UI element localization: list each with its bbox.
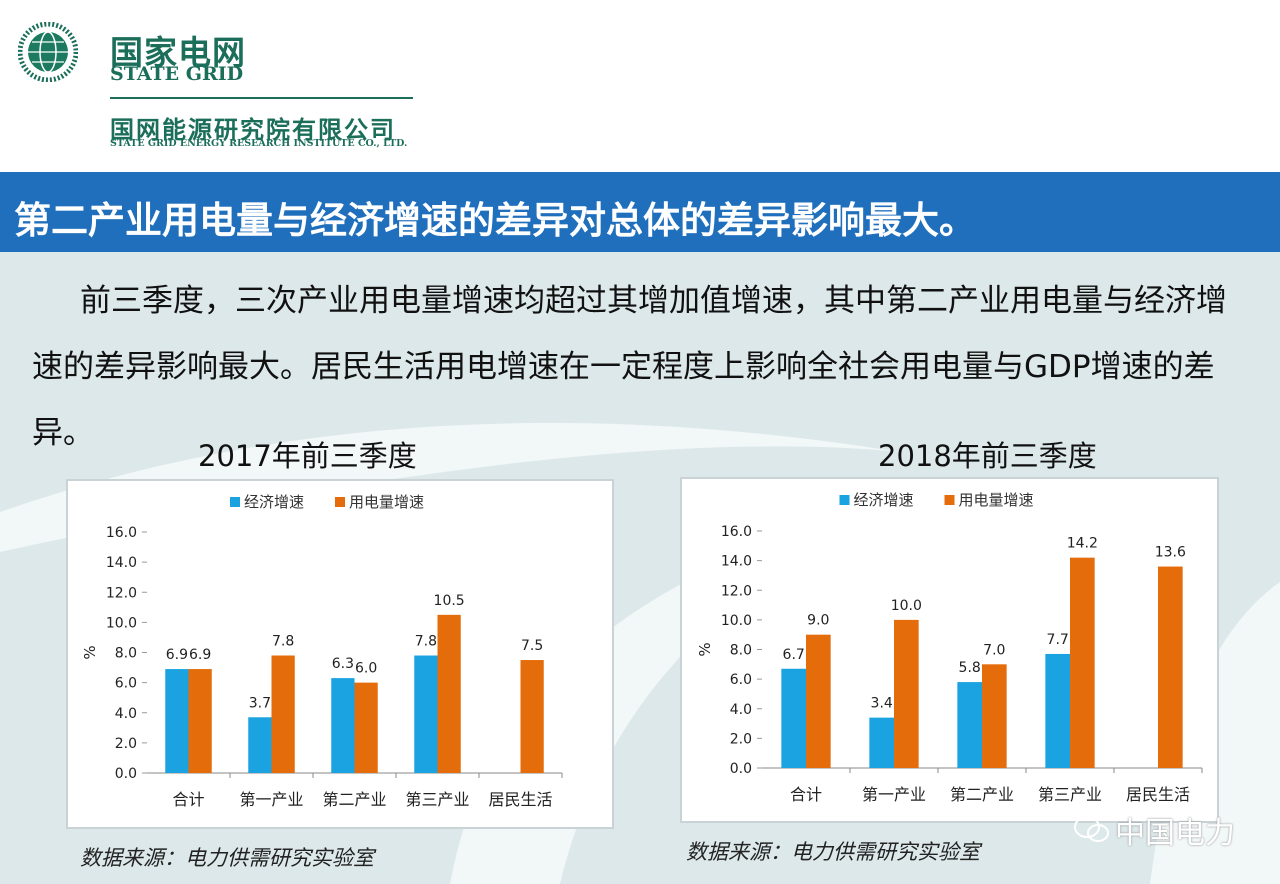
bar-electricity: [520, 660, 544, 773]
legend-label-0: 经济增速: [244, 493, 304, 511]
bar-economy: [957, 682, 982, 768]
data-label: 9.0: [807, 613, 829, 629]
legend-label-1: 用电量增速: [959, 491, 1034, 509]
data-label: 7.8: [272, 634, 294, 650]
legend-swatch-0: [230, 497, 240, 507]
title-bar: 第二产业用电量与经济增速的差异对总体的差异影响最大。: [0, 172, 1280, 252]
bar-electricity: [1070, 557, 1095, 768]
y-tick-label: 0.0: [115, 766, 137, 782]
x-tick-label: 第三产业: [405, 790, 469, 809]
chart-2017: 经济增速 用电量增速 0.0 2.0 4.0 6.0 8.0 10.0 12.0 14.0 16.0…: [66, 479, 614, 829]
header: 国家电网 STATE GRID 国网能源研究院有限公司 STATE GRID E…: [0, 0, 1280, 172]
bar-electricity: [982, 664, 1007, 768]
y-tick-label: 10.0: [721, 613, 752, 629]
data-label: 6.9: [189, 647, 211, 663]
y-tick-label: 8.0: [115, 646, 137, 662]
bar-electricity: [437, 614, 461, 773]
wechat-icon: [1074, 816, 1109, 842]
data-label: 7.5: [521, 638, 543, 654]
data-label: 14.2: [1067, 536, 1098, 552]
watermark: 中国电力: [1115, 816, 1235, 851]
chart-title-2017: 2017年前三季度: [198, 439, 417, 473]
data-label: 13.6: [1155, 545, 1186, 561]
bar-economy: [1045, 653, 1070, 768]
legend-swatch-1: [335, 497, 345, 507]
data-label: 6.3: [332, 656, 354, 672]
data-label: 7.7: [1047, 632, 1069, 648]
chart-svg: 经济增速 用电量增速 0.0 2.0 4.0 6.0 8.0 10.0 12.0 14.0 16.0…: [696, 491, 1203, 804]
body-paragraph: 前三季度，三次产业用电量增速均超过其增加值增速，其中第二产业用电量与经济增速的差…: [32, 283, 1227, 451]
y-tick-label: 4.0: [730, 702, 752, 718]
data-label: 3.7: [249, 695, 271, 711]
y-tick-label: 14.0: [106, 555, 137, 571]
chart-svg: 经济增速 用电量增速 0.0 2.0 4.0 6.0 8.0 10.0 12.0 14.0 16.0…: [81, 493, 563, 809]
y-tick-label: 4.0: [115, 706, 137, 722]
chart-2018: 经济增速 用电量增速 0.0 2.0 4.0 6.0 8.0 10.0 12.0 14.0 16.0…: [680, 477, 1219, 823]
y-tick-label: 16.0: [721, 524, 752, 540]
x-tick-label: 居民生活: [1126, 785, 1190, 804]
divider: [110, 97, 413, 99]
state-grid-logo-icon: [18, 22, 78, 82]
data-label: 6.0: [355, 661, 377, 677]
y-tick-label: 14.0: [721, 554, 752, 570]
y-axis-label: %: [696, 642, 714, 656]
x-tick-label: 第二产业: [322, 790, 386, 809]
data-label: 6.9: [166, 647, 188, 663]
logo-text-cn: 国家电网: [110, 33, 246, 72]
y-tick-label: 2.0: [115, 736, 137, 752]
x-tick-label: 第一产业: [862, 785, 926, 804]
bar-economy: [869, 717, 894, 768]
bar-economy: [165, 669, 189, 773]
legend-swatch-0: [839, 495, 850, 505]
bar-electricity: [1158, 566, 1183, 768]
bar-electricity: [271, 655, 295, 773]
bar-economy: [414, 655, 438, 773]
source-note-2017: 数据来源：电力供需研究实验室: [80, 846, 374, 870]
data-label: 10.0: [891, 598, 922, 614]
y-tick-label: 10.0: [106, 615, 137, 631]
data-label: 3.4: [871, 696, 893, 712]
y-tick-label: 12.0: [106, 585, 137, 601]
data-label: 6.7: [783, 647, 805, 663]
x-tick-label: 居民生活: [488, 790, 552, 809]
data-label: 5.8: [959, 660, 981, 676]
y-tick-label: 8.0: [730, 643, 752, 659]
data-label: 7.8: [415, 634, 437, 650]
data-label: 10.5: [434, 593, 465, 609]
y-axis-label: %: [81, 645, 99, 659]
y-tick-label: 0.0: [730, 761, 752, 777]
y-tick-label: 12.0: [721, 583, 752, 599]
chart-title-2018: 2018年前三季度: [878, 439, 1097, 473]
legend-label-0: 经济增速: [854, 491, 914, 509]
bar-electricity: [188, 669, 212, 773]
bar-economy: [331, 678, 355, 773]
slide-title: 第二产业用电量与经济增速的差异对总体的差异影响最大。: [14, 199, 976, 242]
y-tick-label: 2.0: [730, 731, 752, 747]
bar-electricity: [806, 634, 831, 768]
x-tick-label: 合计: [790, 785, 822, 804]
source-note-2018: 数据来源：电力供需研究实验室: [686, 840, 980, 864]
bar-economy: [781, 668, 806, 768]
y-tick-label: 16.0: [106, 525, 137, 541]
x-tick-label: 第二产业: [950, 785, 1014, 804]
x-tick-label: 第一产业: [239, 790, 303, 809]
legend-label-1: 用电量增速: [349, 493, 424, 511]
bar-economy: [248, 717, 272, 773]
data-label: 7.0: [983, 642, 1005, 658]
logo-text-en: STATE GRID: [110, 63, 244, 85]
institute-name-cn: 国网能源研究院有限公司: [110, 116, 396, 144]
bar-electricity: [894, 619, 919, 768]
legend-swatch-1: [944, 495, 955, 505]
y-tick-label: 6.0: [115, 676, 137, 692]
institute-name-en: STATE GRID ENERGY RESEARCH INSTITUTE CO.…: [110, 138, 408, 149]
y-tick-label: 6.0: [730, 672, 752, 688]
bar-electricity: [354, 682, 378, 773]
x-tick-label: 合计: [172, 790, 204, 809]
x-tick-label: 第三产业: [1038, 785, 1102, 804]
